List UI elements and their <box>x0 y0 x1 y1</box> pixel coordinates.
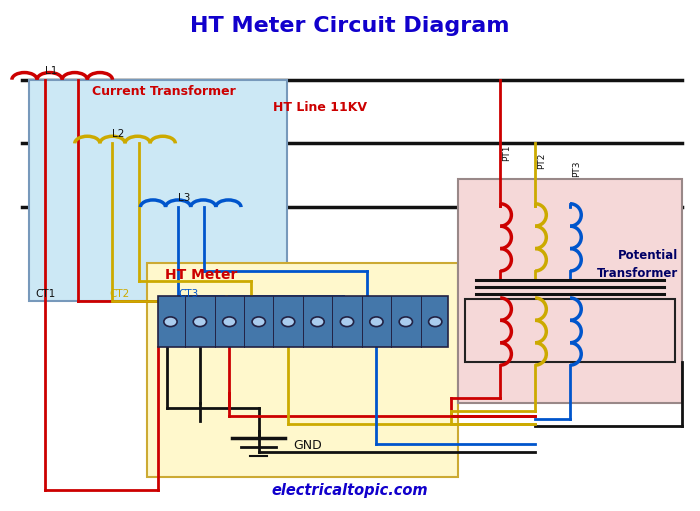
Text: HT Meter: HT Meter <box>165 268 237 282</box>
Circle shape <box>311 317 324 327</box>
Text: CT3: CT3 <box>178 289 199 299</box>
Text: PT1: PT1 <box>503 145 511 161</box>
FancyBboxPatch shape <box>29 80 287 301</box>
Circle shape <box>370 317 383 327</box>
Text: CT2: CT2 <box>109 289 130 299</box>
Text: Current Transformer: Current Transformer <box>92 85 235 98</box>
FancyBboxPatch shape <box>458 179 682 403</box>
Circle shape <box>223 317 236 327</box>
Text: HT Line 11KV: HT Line 11KV <box>273 101 368 114</box>
Text: L3: L3 <box>178 193 190 203</box>
Text: PT3: PT3 <box>572 160 581 176</box>
Circle shape <box>252 317 265 327</box>
Circle shape <box>399 317 412 327</box>
Text: CT1: CT1 <box>36 289 56 299</box>
Text: electricaltopic.com: electricaltopic.com <box>272 482 428 498</box>
FancyBboxPatch shape <box>148 263 459 477</box>
Text: Potential
Transformer: Potential Transformer <box>597 249 678 280</box>
Text: HT Meter Circuit Diagram: HT Meter Circuit Diagram <box>190 16 510 36</box>
Text: PT2: PT2 <box>537 152 546 169</box>
Text: GND: GND <box>293 439 323 452</box>
Text: L2: L2 <box>113 129 125 140</box>
Circle shape <box>164 317 177 327</box>
Text: L1: L1 <box>45 65 57 76</box>
Circle shape <box>281 317 295 327</box>
Circle shape <box>193 317 206 327</box>
Circle shape <box>428 317 442 327</box>
Circle shape <box>340 317 354 327</box>
FancyBboxPatch shape <box>158 296 448 347</box>
